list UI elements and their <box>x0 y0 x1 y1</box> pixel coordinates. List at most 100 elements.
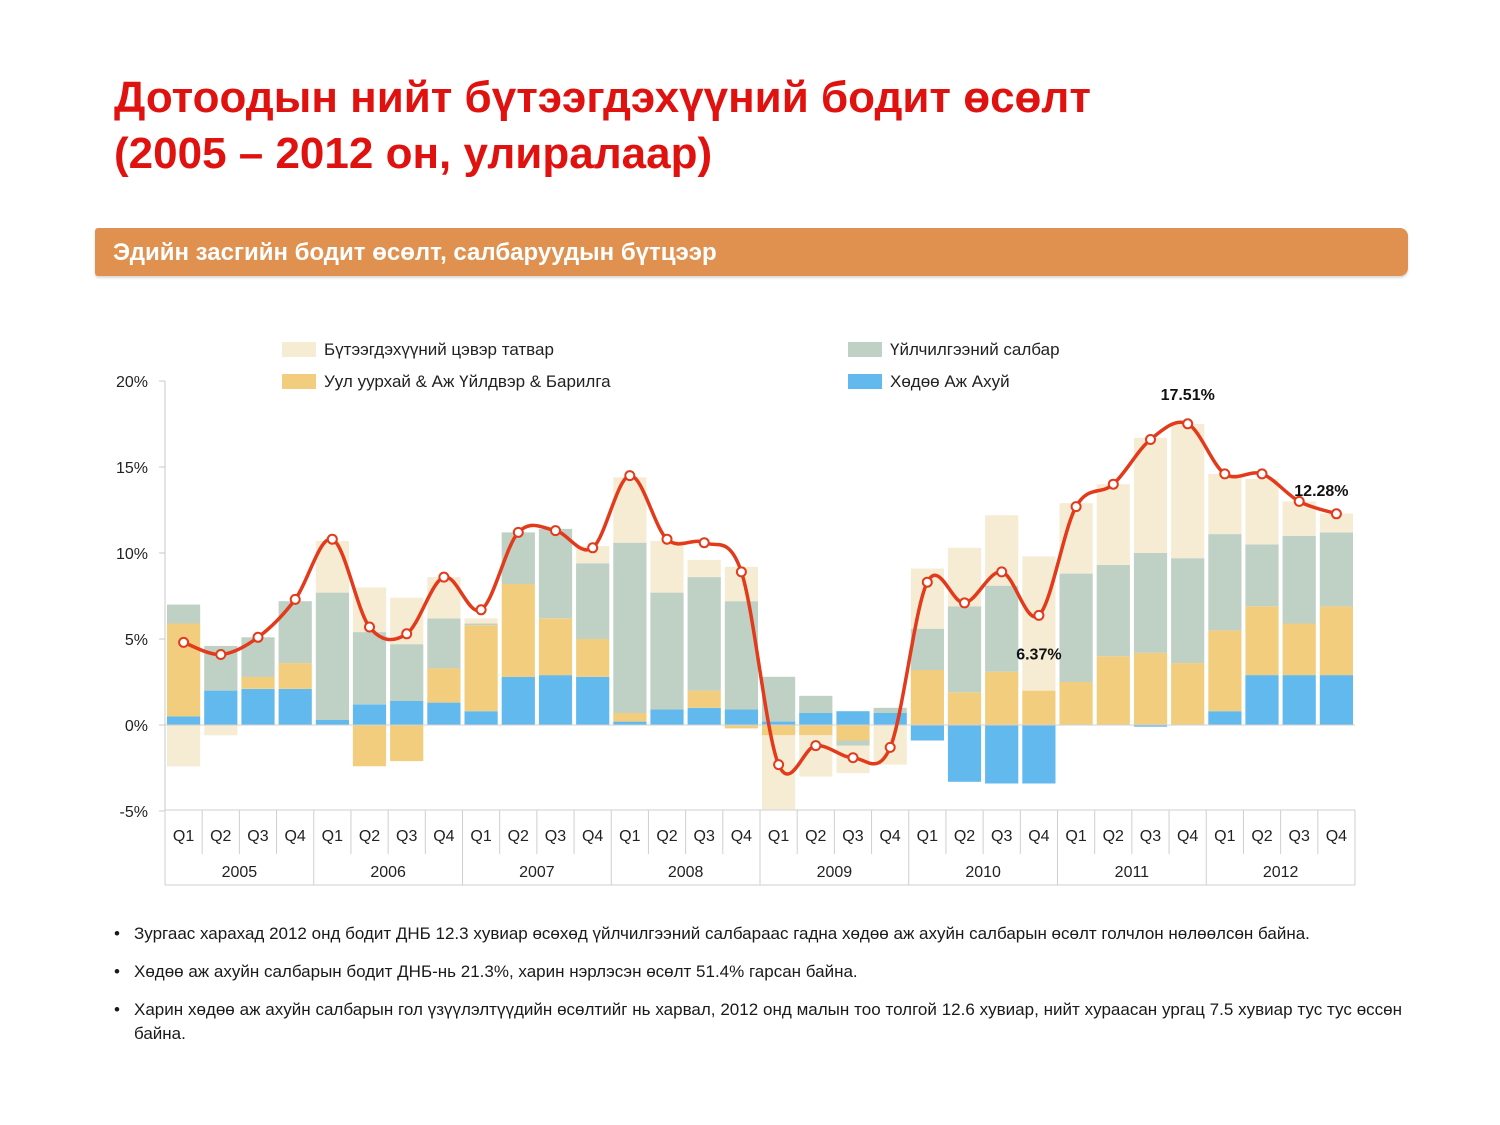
bar-services <box>315 592 349 720</box>
bar-industry <box>1282 623 1316 676</box>
gdp-growth-point <box>512 526 524 538</box>
bar-services <box>390 644 424 701</box>
bar-agriculture <box>836 711 870 725</box>
x-tick-label: Q2 <box>508 828 529 845</box>
x-tick-label: Q1 <box>322 828 343 845</box>
bar-industry <box>985 671 1019 725</box>
bar-services <box>947 606 982 693</box>
bar-tax <box>464 618 498 624</box>
gdp-growth-chart: Бүтээгдэхүүний цэвэр татвар Үйлчилгээний … <box>116 340 1356 886</box>
bar-agriculture <box>1022 725 1056 784</box>
gdp-growth-point <box>401 628 413 640</box>
gdp-growth-point <box>1145 434 1156 445</box>
bar-industry <box>687 690 721 708</box>
section-banner: Эдийн засгийн бодит өсөлт, салбаруудын б… <box>95 228 1408 276</box>
legend-label-services: Үйлчилгээний салбар <box>890 340 1060 359</box>
gdp-growth-point <box>1293 495 1305 507</box>
year-label: 2006 <box>370 864 406 881</box>
gdp-growth-point <box>326 533 338 545</box>
bar-tax <box>1171 424 1205 559</box>
gdp-growth-point <box>475 604 487 616</box>
legend-label-industry: Уул уурхай & Аж Үйлдвэр & Барилга <box>324 372 611 391</box>
bar-services <box>1171 558 1205 664</box>
gdp-growth-point <box>1107 478 1119 490</box>
bar-services <box>167 604 201 624</box>
legend-swatch-tax <box>282 342 316 357</box>
y-tick-label: 15% <box>116 460 148 477</box>
bar-industry <box>836 725 870 741</box>
y-tick-label: 10% <box>116 546 148 563</box>
legend-label-agriculture: Хөдөө Аж Ахуй <box>890 372 1010 391</box>
page-title: Дотоодын нийт бүтээгдэхүүний бодит өсөлт… <box>114 70 1091 182</box>
bar-industry <box>1096 656 1130 725</box>
bullet-item: Хөдөө аж ахуйн салбарын бодит ДНБ-нь 21.… <box>114 960 1402 984</box>
bar-agriculture <box>427 702 461 725</box>
bar-industry <box>613 713 647 722</box>
bar-industry <box>1319 606 1353 676</box>
legend-swatch-agriculture <box>848 374 882 389</box>
x-tick-label: Q1 <box>470 828 491 845</box>
bar-services <box>1059 573 1093 682</box>
x-tick-label: Q1 <box>917 828 938 845</box>
bar-tax <box>1022 556 1056 691</box>
gdp-growth-point <box>289 593 301 605</box>
bar-agriculture <box>241 688 275 725</box>
x-tick-label: Q2 <box>954 828 975 845</box>
gdp-growth-point <box>1330 508 1342 520</box>
bar-agriculture <box>1282 675 1316 725</box>
bar-services <box>1319 532 1353 607</box>
gdp-growth-point <box>550 525 561 537</box>
bar-services <box>427 618 461 669</box>
bar-services <box>464 623 498 626</box>
bar-services <box>1208 534 1242 631</box>
bar-industry <box>1245 606 1279 676</box>
bar-industry <box>464 625 498 712</box>
bar-tax <box>1096 484 1130 565</box>
data-label: 12.28% <box>1294 483 1348 500</box>
bar-industry <box>501 584 535 677</box>
y-tick-label: 5% <box>125 632 148 649</box>
x-tick-label: Q1 <box>619 828 640 845</box>
x-tick-label: Q3 <box>396 828 417 845</box>
year-label: 2011 <box>1115 864 1150 881</box>
year-label: 2007 <box>519 864 555 881</box>
year-label: 2009 <box>817 864 853 881</box>
x-tick-label: Q3 <box>842 828 863 845</box>
bar-agriculture <box>724 709 758 725</box>
bar-agriculture <box>947 725 982 782</box>
gdp-growth-point <box>810 740 822 752</box>
x-tick-label: Q2 <box>1103 828 1124 845</box>
gdp-growth-point <box>438 571 450 583</box>
bullet-list: Зургаас харахад 2012 онд бодит ДНБ 12.3 … <box>114 922 1402 1060</box>
bar-services <box>1133 553 1168 653</box>
bar-agriculture <box>1208 711 1242 725</box>
legend-label-tax: Бүтээгдэхүүний цэвэр татвар <box>324 340 554 359</box>
bar-tax <box>687 559 721 578</box>
x-tick-label: Q3 <box>545 828 566 845</box>
gdp-growth-point <box>1219 468 1231 480</box>
page-title-line-1: Дотоодын нийт бүтээгдэхүүний бодит өсөлт <box>114 73 1091 122</box>
bar-tax <box>1208 473 1242 535</box>
year-label: 2005 <box>222 864 258 881</box>
bar-industry <box>1171 663 1205 725</box>
gdp-growth-point <box>698 537 710 549</box>
bar-agriculture <box>315 719 349 725</box>
bar-services <box>799 695 833 713</box>
gdp-growth-line <box>182 420 1337 776</box>
x-tick-label: Q3 <box>247 828 268 845</box>
bar-services <box>538 528 573 619</box>
bullet-item: Харин хөдөө аж ахуйн салбарын гол үзүүлэ… <box>114 998 1402 1046</box>
x-tick-label: Q3 <box>1289 828 1310 845</box>
bar-agriculture <box>1319 675 1353 725</box>
x-tick-label: Q4 <box>731 828 752 845</box>
bar-tax <box>167 725 201 767</box>
x-tick-label: Q2 <box>805 828 826 845</box>
gdp-growth-point <box>1182 418 1194 430</box>
bar-services <box>352 632 387 705</box>
gdp-growth-point <box>252 631 264 643</box>
bar-industry <box>1022 690 1056 725</box>
bar-services <box>1245 544 1279 607</box>
gdp-growth-point <box>1070 501 1082 513</box>
gdp-growth-point <box>959 597 970 609</box>
bar-agriculture <box>985 725 1019 784</box>
